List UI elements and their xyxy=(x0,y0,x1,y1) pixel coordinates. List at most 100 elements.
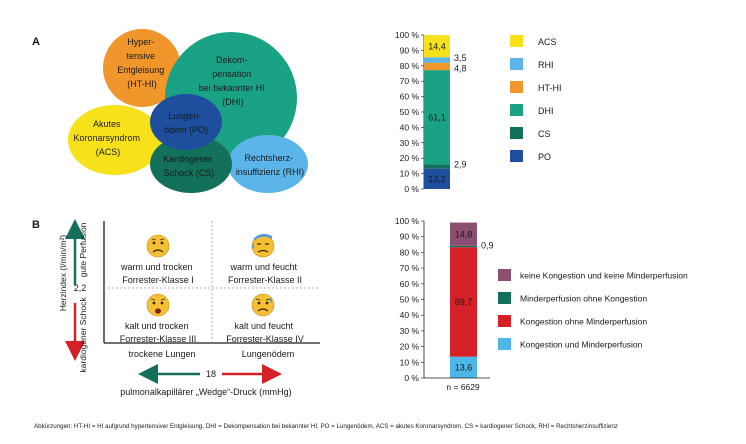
bar-segment xyxy=(450,245,477,248)
x-axis-label: pulmonalkapillärer „Wedge“-Druck (mmHg) xyxy=(120,387,291,397)
bar-data-label: 69,7 xyxy=(455,297,473,307)
panel-a-bubbles: Hyper- tensive Entgleisung (HT-HI) Dekom… xyxy=(68,29,308,193)
bubble-po-line-1: Lungen- xyxy=(168,111,201,121)
quadrant-2: warm und feucht Forrester-Klasse II xyxy=(228,233,302,285)
quadrant-2-line-1: warm und feucht xyxy=(229,262,297,272)
bar-data-label: 13,2 xyxy=(428,174,446,184)
panel-b-label: B xyxy=(32,219,40,231)
y-tick-label: 90 % xyxy=(400,232,420,242)
y-tick-label: 20 % xyxy=(400,342,420,352)
legend-label: keine Kongestion und keine Minderperfusi… xyxy=(520,271,688,281)
svg-text:Kardiogener Schock (CS): Kardiogener Schock (CS) xyxy=(163,154,215,178)
legend-label: CS xyxy=(538,129,551,139)
bubble-dhi-line-3: bei bekannter HI xyxy=(199,83,265,93)
legend-label: DHI xyxy=(538,106,554,116)
bar-segment xyxy=(450,222,477,246)
y-threshold: 2,2 xyxy=(74,283,87,293)
bar-data-label: 2,9 xyxy=(454,160,467,170)
bar-data-label: 0,9 xyxy=(481,241,494,251)
legend-swatch xyxy=(498,315,511,327)
legend-label: RHI xyxy=(538,60,554,70)
legend-swatch xyxy=(510,58,523,70)
y-tick-label: 50 % xyxy=(400,295,420,305)
y-tick-label: 100 % xyxy=(395,216,420,226)
svg-text:Lungen- ödem (PO): Lungen- ödem (PO) xyxy=(164,111,208,135)
legend-label: Kongestion ohne Minderperfusion xyxy=(520,317,647,327)
bubble-acs-line-1: Akutes xyxy=(93,119,121,129)
bubble-acs-line-2: Koronarsyndrom xyxy=(73,133,140,143)
y-tick-label: 70 % xyxy=(400,263,420,273)
legend-swatch xyxy=(510,127,523,139)
chart-diagnosis-distribution: 0 % 10 % 20 % 30 % 40 % 50 % 60 % 70 % 80 % 90 % 1… xyxy=(395,30,562,194)
y-tick-label: 10 % xyxy=(400,357,420,367)
svg-text:Hyper- tensive Ent: Hyper- tensive Entgleisung (HT-HI) xyxy=(117,37,167,89)
svg-text:warm und trocken Forrest: warm und trocken Forrester-Klasse I xyxy=(120,262,195,285)
bubble-hthi-line-4: (HT-HI) xyxy=(127,79,157,89)
bubble-dhi-line-1: Dekom- xyxy=(216,55,248,65)
y-tick-label: 10 % xyxy=(400,169,420,179)
bar-segment xyxy=(424,168,450,189)
x-threshold: 18 xyxy=(206,369,216,379)
bubble-hthi-line-1: Hyper- xyxy=(127,37,154,47)
face-anxious-sweat-icon xyxy=(251,293,275,317)
y-tick-label: 0 % xyxy=(404,184,419,194)
legend-swatch xyxy=(510,150,523,162)
y-tick-label: 80 % xyxy=(400,61,420,71)
bar-segment xyxy=(450,356,477,378)
bar-data-label: 14,4 xyxy=(428,41,446,51)
bubble-cs-line-1: Kardiogener xyxy=(163,154,212,164)
legend-label: Kongestion und Minderperfusion xyxy=(520,340,643,350)
y-tick-label: 30 % xyxy=(400,326,420,336)
bar-data-label: 3,5 xyxy=(454,53,467,63)
quadrant-1: warm und trocken Forrester-Klasse I xyxy=(120,234,195,285)
legend-label: HT-HI xyxy=(538,83,562,93)
bar-segment xyxy=(450,247,477,357)
y-tick-label: 60 % xyxy=(400,279,420,289)
bubble-acs: Akutes Koronarsyndrom (ACS) xyxy=(68,105,162,175)
svg-text:Rechtsherz- insuffizienz: Rechtsherz- insuffizienz (RHI) xyxy=(236,153,304,177)
abbreviations-footnote: Abkürzungen: HT-HI = HI aufgrund hyperte… xyxy=(34,423,618,430)
svg-text:kalt und feucht Forreste: kalt und feucht Forrester-Klasse IV xyxy=(226,321,304,344)
bar-segment xyxy=(424,57,450,63)
svg-text:Dekom- pensation b: Dekom- pensation bei bekannter HI (DHI) xyxy=(199,55,268,107)
y-tick-label: 40 % xyxy=(400,122,420,132)
legend-swatch xyxy=(498,338,511,350)
bubble-rhi: Rechtsherz- insuffizienz (RHI) xyxy=(228,135,308,193)
y-tick-label: 60 % xyxy=(400,92,420,102)
quadrant-3-line-2: Forrester-Klasse III xyxy=(120,334,197,344)
legend-label: Minderperfusion ohne Kongestion xyxy=(520,294,647,304)
quadrant-2-line-2: Forrester-Klasse II xyxy=(228,275,302,285)
bubble-cs: Kardiogener Schock (CS) xyxy=(150,135,232,193)
bubble-dhi-line-2: pensation xyxy=(212,69,251,79)
bar-segment xyxy=(424,62,450,71)
y-tick-label: 70 % xyxy=(400,76,420,86)
x-left-label: trockene Lungen xyxy=(128,349,195,359)
bubble-po-line-2: ödem (PO) xyxy=(164,125,208,135)
face-worried-icon xyxy=(146,234,170,258)
bubble-acs-line-3: (ACS) xyxy=(96,147,121,157)
legend-swatch xyxy=(510,104,523,116)
y-tick-label: 90 % xyxy=(400,45,420,55)
legend-swatch xyxy=(510,35,523,47)
bar-data-label: 4,8 xyxy=(454,64,467,74)
bubble-hthi-line-2: tensive xyxy=(126,51,155,61)
bubble-hthi-line-3: Entgleisung xyxy=(117,65,164,75)
quadrant-4-line-1: kalt und feucht xyxy=(234,321,293,331)
bubble-dhi-line-4: (DHI) xyxy=(222,97,244,107)
y-tick-label: 100 % xyxy=(395,30,420,40)
bar-data-label: 13,6 xyxy=(455,363,473,373)
forrester-diagram: Herzindex (l/min/m²) gute Perfusion kard… xyxy=(58,219,320,397)
y-top-label: gute Perfusion xyxy=(78,222,88,277)
bubble-hthi: Hyper- tensive Entgleisung (HT-HI) xyxy=(103,29,181,107)
legend-swatch xyxy=(510,81,523,93)
chart-congestion-perfusion: 0 % 10 % 20 % 30 % 40 % 50 % 60 % 70 % 80 % 90 % 1… xyxy=(395,216,688,392)
quadrant-1-line-2: Forrester-Klasse I xyxy=(122,275,194,285)
quadrant-4-line-2: Forrester-Klasse IV xyxy=(226,334,304,344)
x-category-label: n = 6629 xyxy=(446,382,480,392)
face-frowning-icon xyxy=(146,293,170,317)
quadrant-3: kalt und trocken Forrester-Klasse III xyxy=(120,293,197,344)
legend-label: ACS xyxy=(538,37,557,47)
quadrant-1-line-1: warm und trocken xyxy=(120,262,193,272)
y-bottom-label: kardiogener Schock xyxy=(78,297,88,373)
x-right-label: Lungenödem xyxy=(242,349,295,359)
